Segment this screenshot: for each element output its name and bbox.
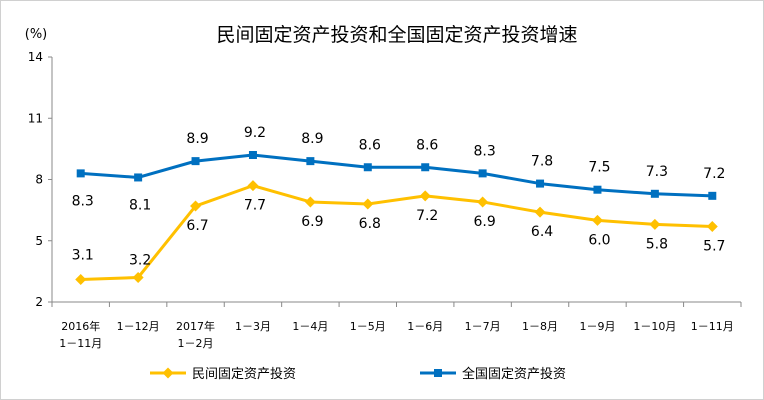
data-label: 8.3 xyxy=(72,193,94,209)
data-label: 6.9 xyxy=(473,214,495,230)
series-point xyxy=(534,206,546,218)
data-label: 6.9 xyxy=(301,214,323,230)
series-point xyxy=(75,274,87,286)
x-tick-label: 1－11月 xyxy=(59,337,102,350)
data-labels: 3.1 3.2 6.7 7.7 6.9 6.8 7.2 6.9 6.4 6.0 5.8 5.7 8.3 8… xyxy=(72,125,726,269)
data-label: 7.2 xyxy=(416,208,438,224)
series-point xyxy=(190,200,202,212)
data-label: 7.8 xyxy=(531,154,553,170)
data-label: 7.2 xyxy=(703,166,725,182)
series-line-1 xyxy=(80,184,713,282)
x-tick-label: 1－4月 xyxy=(292,320,328,333)
series-line-2 xyxy=(80,153,713,198)
series-point xyxy=(162,367,174,379)
x-tick-label: 1－9月 xyxy=(579,320,615,333)
data-label: 6.8 xyxy=(359,216,381,232)
data-label: 7.5 xyxy=(588,160,610,176)
x-tick-label: 1－2月 xyxy=(178,337,214,350)
data-label: 5.7 xyxy=(703,238,725,254)
series-point xyxy=(134,173,143,182)
y-axis-unit: (%) xyxy=(25,27,48,42)
series-point xyxy=(306,157,315,166)
x-tick-label: 2016年 xyxy=(61,319,100,333)
y-tick-label: 14 xyxy=(28,50,43,64)
x-tick-label: 1－5月 xyxy=(350,320,386,333)
data-label: 3.1 xyxy=(72,248,94,264)
x-tick-label: 2017年 xyxy=(176,319,215,333)
chart-title: 民间固定资产投资和全国固定资产投资增速 xyxy=(216,24,577,46)
data-label: 8.1 xyxy=(129,197,151,213)
x-tick-label: 1－8月 xyxy=(522,320,558,333)
legend-label-2: 全国固定资产投资 xyxy=(462,366,566,382)
series-point xyxy=(706,220,718,232)
y-tick-label: 5 xyxy=(35,234,43,248)
x-tick-label: 1－6月 xyxy=(407,320,443,333)
data-label: 7.3 xyxy=(646,164,668,180)
series-point xyxy=(304,196,316,208)
series-point xyxy=(248,151,257,159)
y-tick-label: 8 xyxy=(35,173,43,187)
series-point xyxy=(76,169,85,178)
x-tick-label: 1－3月 xyxy=(235,320,271,333)
data-label: 6.7 xyxy=(186,218,208,234)
series-point xyxy=(362,198,374,210)
series-point xyxy=(363,163,372,172)
series-point xyxy=(477,196,489,208)
series-point xyxy=(419,190,431,202)
series-point xyxy=(593,185,602,194)
data-label: 7.7 xyxy=(244,198,266,214)
series-point xyxy=(421,163,430,172)
legend: 民间固定资产投资 全国固定资产投资 xyxy=(150,366,566,382)
series-point xyxy=(434,369,442,377)
data-label: 9.2 xyxy=(244,125,266,141)
data-label: 8.3 xyxy=(473,143,495,159)
series-point xyxy=(708,191,717,200)
data-label: 8.9 xyxy=(301,131,323,147)
series-point xyxy=(191,157,200,166)
data-label: 8.6 xyxy=(359,137,381,153)
x-tick-label: 1－7月 xyxy=(465,320,501,333)
x-tick-label: 1－10月 xyxy=(633,320,676,333)
series-point xyxy=(478,169,487,178)
x-tick-label: 1－11月 xyxy=(691,320,734,333)
series-point xyxy=(649,218,661,230)
series-point xyxy=(591,214,603,226)
series-point xyxy=(650,189,659,198)
series-point xyxy=(132,272,144,283)
series-point xyxy=(536,179,545,188)
series-point xyxy=(247,180,259,192)
y-tick-label: 11 xyxy=(28,111,43,125)
data-label: 6.4 xyxy=(531,224,553,240)
series-layer xyxy=(75,151,718,286)
data-label: 8.6 xyxy=(416,137,438,153)
legend-label-1: 民间固定资产投资 xyxy=(192,366,296,382)
data-label: 8.9 xyxy=(186,131,208,147)
x-tick-label: 1－12月 xyxy=(117,320,160,333)
axes: 2 5 8 11 14 2016年 1－11月 1－12月 2017年 1－2月 1－3月 1－4月 1… xyxy=(28,50,742,350)
y-tick-label: 2 xyxy=(35,295,43,309)
data-label: 5.8 xyxy=(646,236,668,252)
data-label: 3.2 xyxy=(129,253,151,269)
data-label: 6.0 xyxy=(588,232,610,248)
